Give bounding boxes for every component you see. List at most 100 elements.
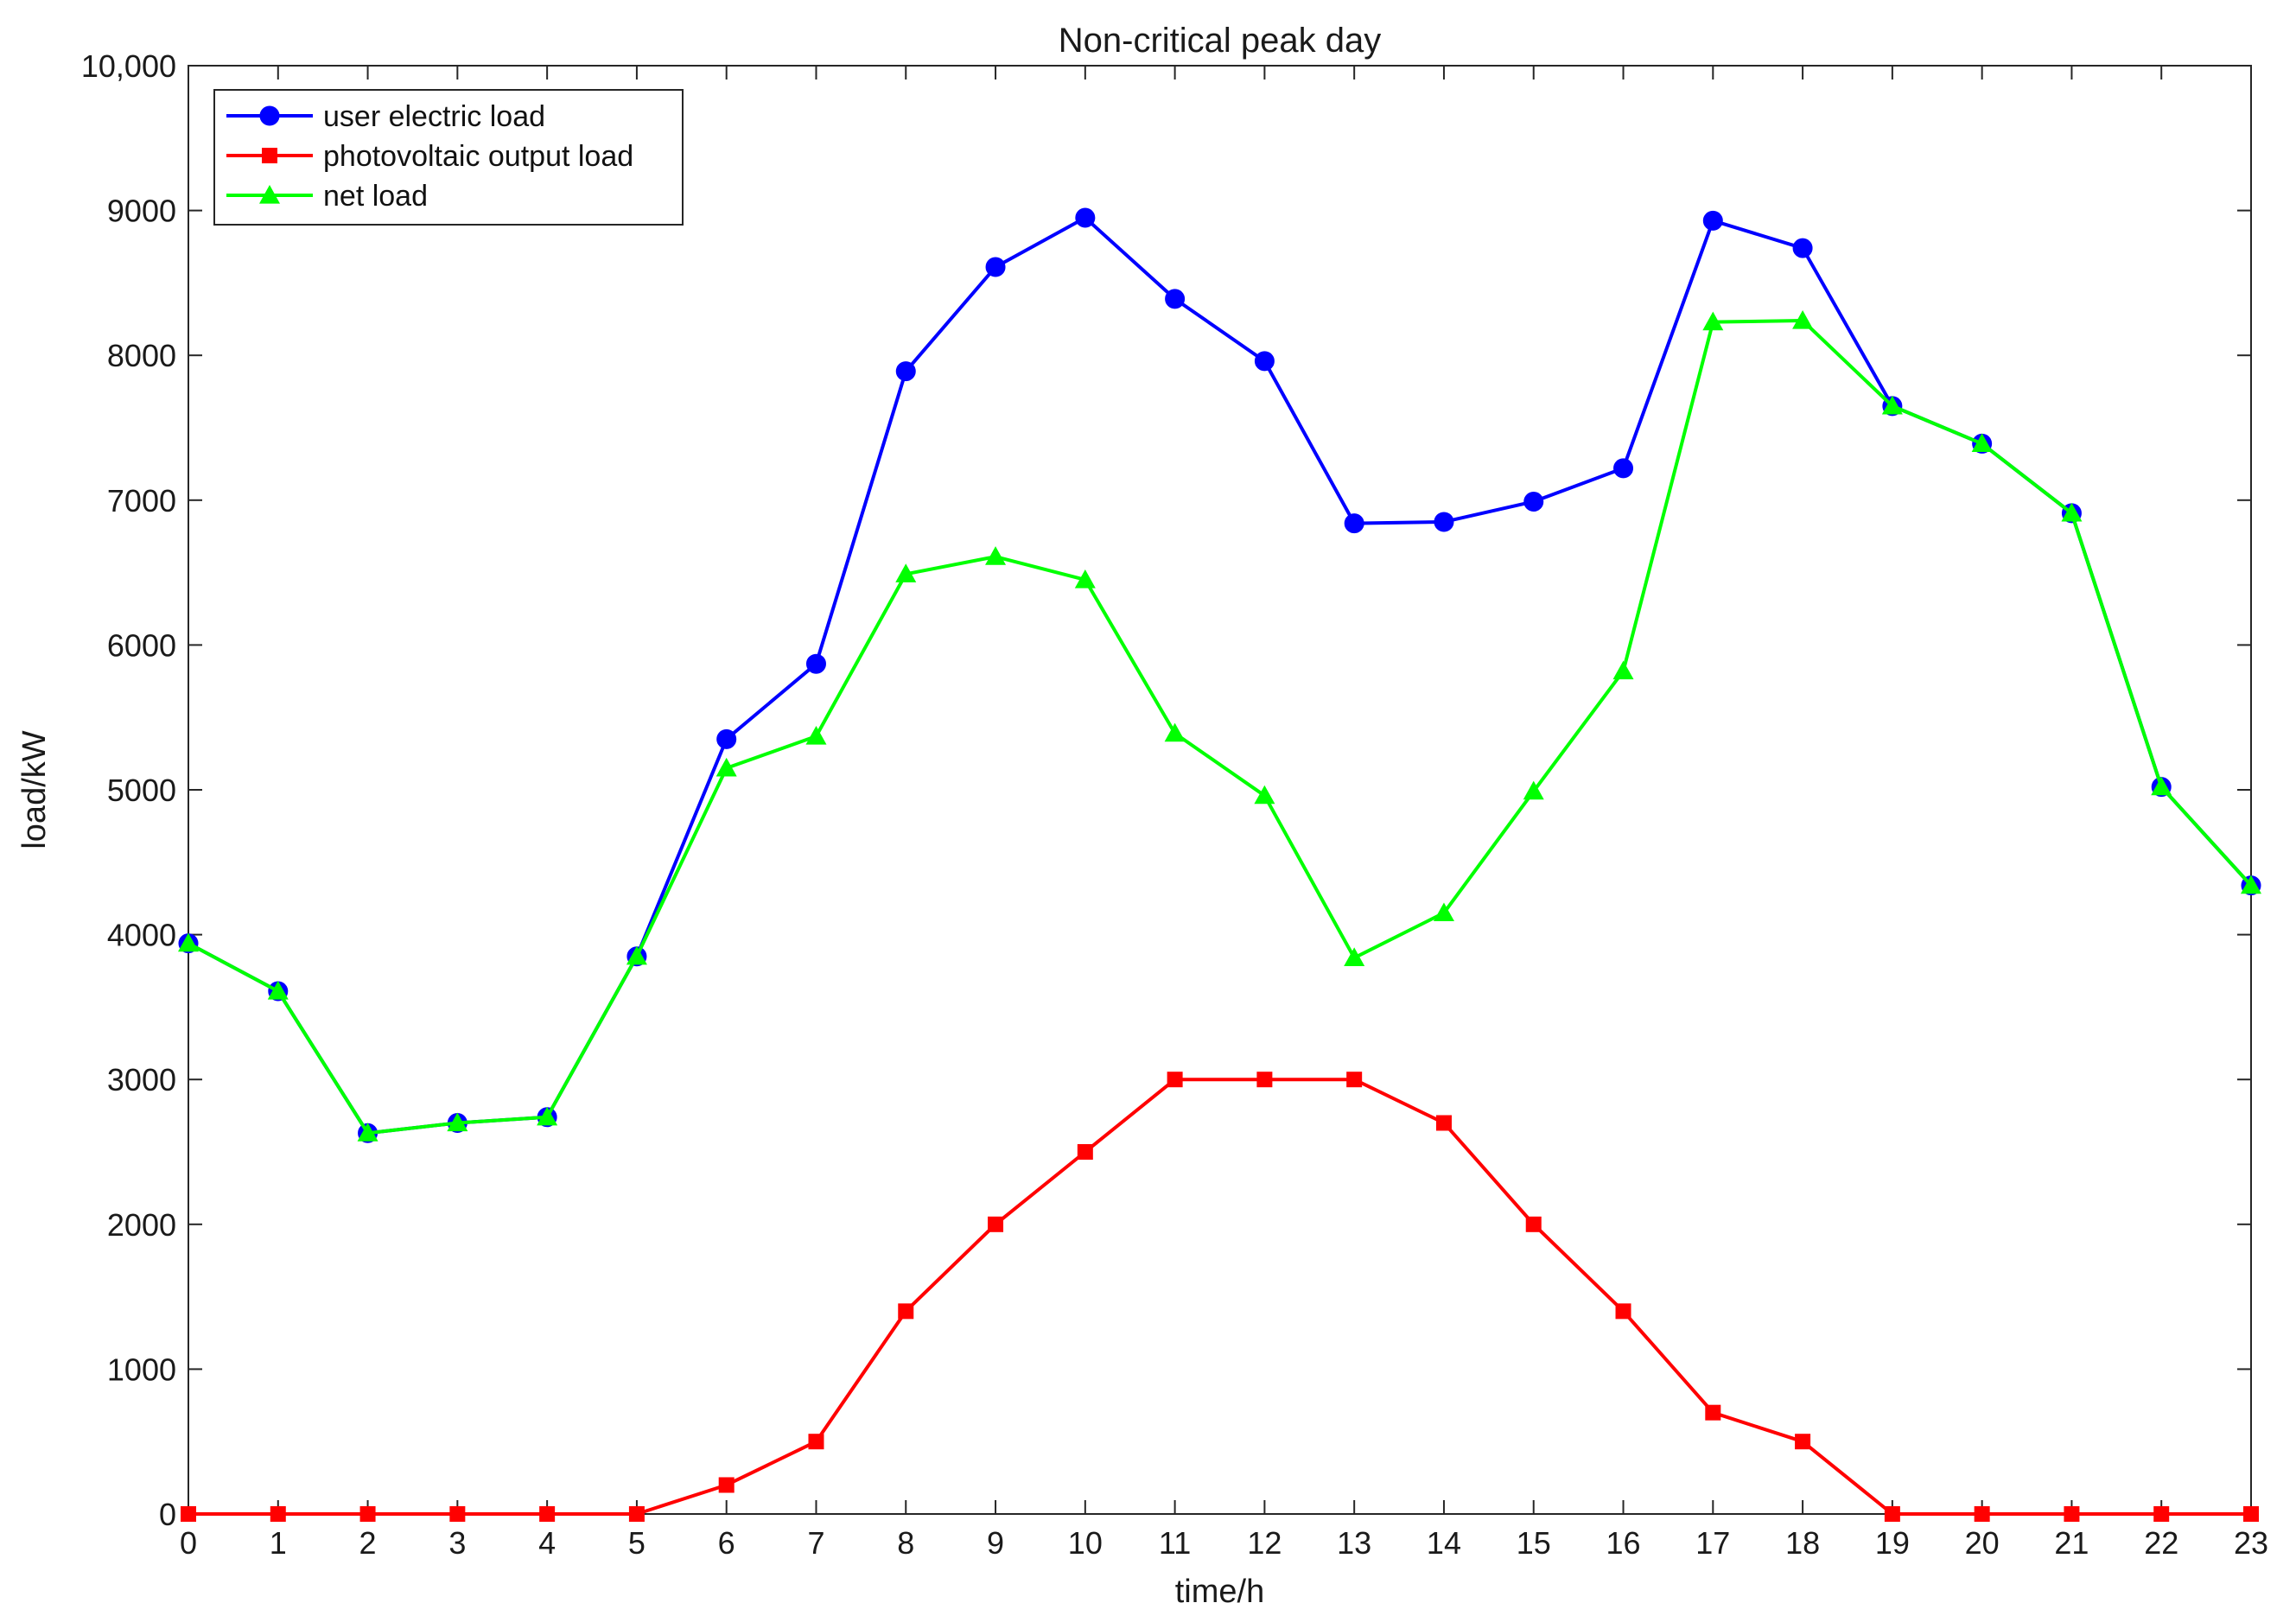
data-point <box>628 1506 645 1522</box>
legend-label: net load <box>323 180 428 213</box>
data-point <box>1612 660 1634 680</box>
x-tick-label: 5 <box>628 1525 646 1561</box>
legend: user electric load photovoltaic output lo… <box>213 89 684 226</box>
data-point <box>1077 1144 1093 1160</box>
data-point <box>1434 512 1454 532</box>
data-point <box>1702 311 1724 331</box>
y-tick-label: 2000 <box>107 1207 176 1243</box>
x-tick-label: 7 <box>807 1525 824 1561</box>
data-point <box>805 653 826 674</box>
x-tick-label: 6 <box>718 1525 735 1561</box>
x-tick-label: 10 <box>1068 1525 1103 1561</box>
x-tick-label: 4 <box>538 1525 556 1561</box>
x-tick-label: 14 <box>1427 1525 1461 1561</box>
data-point <box>2241 875 2261 894</box>
data-point <box>1435 1115 1452 1131</box>
data-point <box>181 1506 196 1522</box>
data-point <box>898 1303 914 1320</box>
x-tick-label: 17 <box>1695 1525 1730 1561</box>
data-point <box>1433 902 1454 922</box>
data-point <box>270 1506 286 1522</box>
y-tick-label: 4000 <box>107 918 176 953</box>
data-point <box>1795 1434 1811 1450</box>
data-point <box>2151 776 2172 796</box>
data-point <box>539 1506 556 1522</box>
data-point <box>988 1216 1004 1232</box>
data-point <box>447 1112 468 1132</box>
y-tick-label: 5000 <box>107 773 176 808</box>
y-tick-label: 6000 <box>107 627 176 663</box>
data-point <box>985 546 1007 565</box>
x-tick-label: 21 <box>2054 1525 2089 1561</box>
series-line <box>188 215 2253 1135</box>
legend-item: net load <box>226 180 428 213</box>
data-point <box>718 1477 735 1493</box>
data-point <box>1884 1506 1900 1522</box>
x-tick-label: 23 <box>2234 1525 2268 1561</box>
x-tick-label: 12 <box>1247 1525 1282 1561</box>
data-point <box>267 980 289 1000</box>
x-tick-label: 19 <box>1875 1525 1910 1561</box>
x-tick-label: 20 <box>1965 1525 2000 1561</box>
data-point <box>1254 351 1275 372</box>
data-point <box>1254 785 1275 805</box>
data-point <box>1705 1404 1721 1421</box>
series-line <box>188 1078 2251 1516</box>
data-point <box>1792 309 1814 329</box>
data-point <box>1792 238 1813 258</box>
data-point <box>537 1106 558 1126</box>
y-tick-label: 3000 <box>107 1062 176 1097</box>
axes-group: 0 1 2 3 4 5 6 7 8 9 10 11 12 13 14 15 16 17 18 19 20 21 22 2301… <box>81 48 2268 1561</box>
chart-title: Non-critical peak day <box>1059 22 1382 60</box>
legend-label: photovoltaic output load <box>323 140 633 173</box>
data-point <box>1346 1072 1363 1088</box>
plot-area-frame <box>188 65 2252 1515</box>
series-group <box>178 207 2261 1522</box>
x-axis-label: time/h <box>1175 1574 1264 1610</box>
data-point <box>895 563 917 582</box>
data-point <box>1165 289 1186 309</box>
data-point <box>2064 1506 2080 1522</box>
legend-swatch-marker <box>262 148 277 163</box>
data-point <box>1974 1506 1990 1522</box>
data-point <box>357 1123 378 1142</box>
data-point <box>626 945 647 965</box>
y-tick-label: 1000 <box>107 1352 176 1387</box>
legend-item: photovoltaic output load <box>226 140 633 173</box>
data-point <box>1523 780 1544 800</box>
y-tick-label: 8000 <box>107 338 176 373</box>
data-point <box>1523 491 1544 512</box>
data-point <box>1615 1303 1631 1320</box>
data-point <box>808 1434 824 1450</box>
y-tick-label: 9000 <box>107 194 176 229</box>
data-point <box>1344 513 1364 534</box>
data-point <box>1525 1216 1542 1232</box>
x-tick-label: 9 <box>987 1525 1004 1561</box>
x-tick-label: 0 <box>180 1525 197 1561</box>
data-point <box>895 361 916 382</box>
data-point <box>1074 569 1096 588</box>
data-point <box>2153 1506 2170 1522</box>
data-point <box>716 757 737 777</box>
y-tick-label: 7000 <box>107 483 176 518</box>
y-tick-label: 10,000 <box>81 48 176 84</box>
data-point <box>178 932 199 952</box>
data-point <box>716 728 737 749</box>
series-2 <box>178 309 2261 1142</box>
x-tick-label: 1 <box>270 1525 287 1561</box>
x-tick-label: 13 <box>1337 1525 1371 1561</box>
series-0 <box>178 207 2261 1143</box>
data-point <box>1075 207 1096 228</box>
series-line <box>188 318 2253 1135</box>
data-point <box>1702 210 1723 231</box>
data-point <box>2243 1506 2259 1522</box>
legend-label: user electric load <box>323 100 545 133</box>
legend-item: user electric load <box>226 100 545 133</box>
data-point <box>2061 502 2083 522</box>
data-point <box>1881 395 1903 415</box>
x-tick-label: 3 <box>448 1525 466 1561</box>
legend-swatch-marker <box>259 185 280 204</box>
data-point <box>1167 1072 1183 1088</box>
x-tick-label: 18 <box>1785 1525 1820 1561</box>
